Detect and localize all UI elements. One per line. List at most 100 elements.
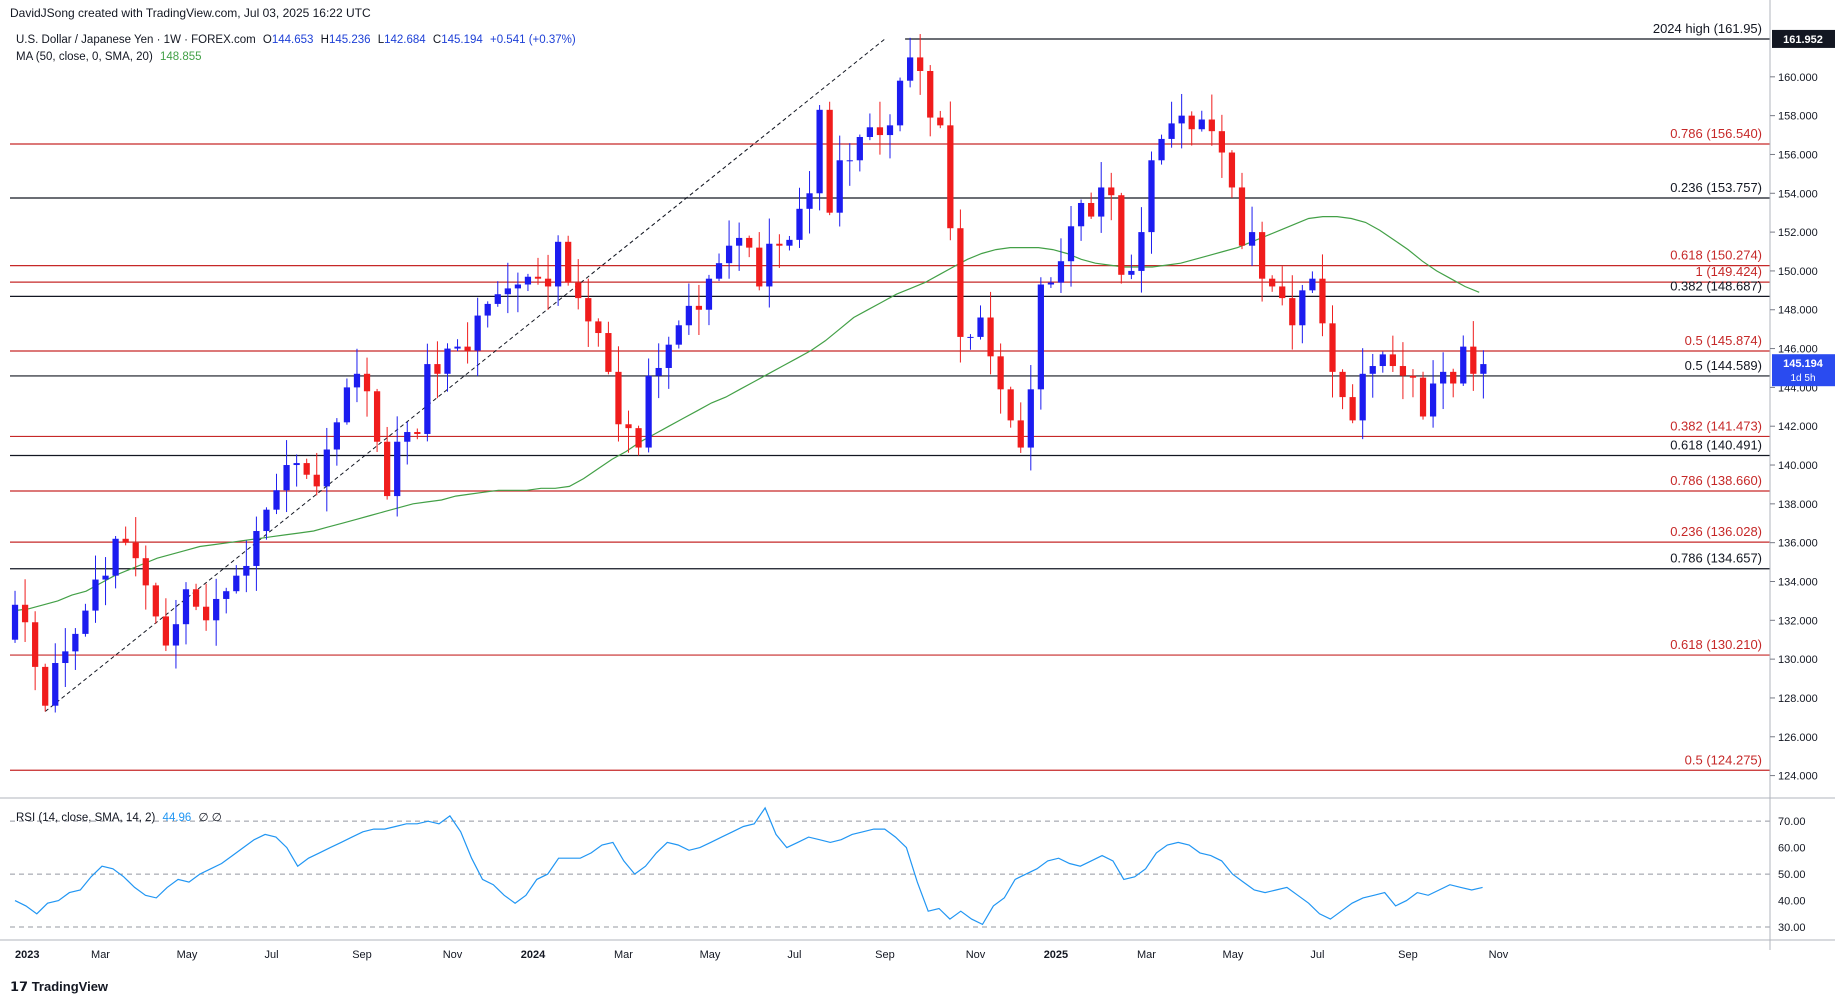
candle-body <box>293 463 300 466</box>
candle-body <box>896 80 904 126</box>
x-tick-label: Sep <box>875 949 895 961</box>
candle-body <box>132 542 139 559</box>
high-price-tag <box>1772 29 1835 48</box>
candle-body <box>514 284 522 289</box>
x-tick-label: Mar <box>1137 949 1156 961</box>
y-tick-label: 152.000 <box>1778 227 1818 239</box>
candle-body <box>323 449 330 487</box>
candle-body <box>575 282 582 299</box>
level-label: 0.618 (140.491) <box>1670 437 1762 452</box>
candle-body <box>434 364 441 374</box>
candle-body <box>333 422 340 450</box>
candle-body <box>504 288 511 295</box>
candle-body <box>303 463 310 475</box>
candle-body <box>21 604 29 623</box>
candle-body <box>1419 377 1427 417</box>
candle-body <box>554 241 562 287</box>
rsi-legend: RSI (14, close, SMA, 14, 2) 44.96 ∅ ∅ <box>16 810 226 824</box>
level-label: 0.236 (136.028) <box>1670 524 1762 539</box>
candle-body <box>243 565 250 576</box>
level-label: 0.786 (156.540) <box>1670 126 1762 141</box>
candle-body <box>1077 202 1085 227</box>
candle-body <box>1440 371 1447 384</box>
candle-body <box>1258 232 1266 279</box>
candle-body <box>1158 138 1165 161</box>
candle-body <box>52 663 59 706</box>
candle-body <box>866 127 874 137</box>
candle-body <box>675 325 682 345</box>
candle-body <box>414 432 421 434</box>
candle-body <box>947 125 954 229</box>
candle-body <box>182 589 190 625</box>
candle-body <box>736 237 743 246</box>
ma-value: 148.855 <box>159 51 202 63</box>
candle-body <box>102 575 109 580</box>
candle-body <box>1228 152 1236 188</box>
candle-body <box>253 531 260 566</box>
candle-body <box>987 317 994 357</box>
candle-body <box>1309 278 1316 291</box>
candle-body <box>585 298 592 322</box>
y-tick-label: 132.000 <box>1778 615 1818 627</box>
level-label: 0.786 (138.660) <box>1670 473 1762 488</box>
candle-body <box>82 610 89 634</box>
candle-body <box>92 579 99 611</box>
candle-body <box>786 239 793 246</box>
candle-body <box>384 441 391 497</box>
x-tick-label: 2024 <box>521 949 546 961</box>
y-tick-label: 128.000 <box>1778 693 1818 705</box>
x-tick-label: Nov <box>1489 949 1509 961</box>
close-value: 145.194 <box>441 34 483 46</box>
candle-body <box>1369 366 1376 374</box>
x-tick-label: 2025 <box>1044 949 1068 961</box>
rsi-label: RSI (14, close, SMA, 14, 2) <box>16 812 156 824</box>
x-tick-label: Nov <box>966 949 986 961</box>
candles <box>11 34 1487 713</box>
candle-body <box>796 208 803 240</box>
x-tick-label: Jul <box>787 949 801 961</box>
candle-body <box>1289 298 1296 326</box>
candle-body <box>142 558 149 586</box>
candle-body <box>1339 371 1346 398</box>
y-tick-label: 148.000 <box>1778 305 1818 317</box>
candle-body <box>635 428 642 448</box>
candle-body <box>62 651 69 664</box>
tv-logo-text: TradingView <box>31 979 109 994</box>
level-label: 0.618 (130.210) <box>1670 637 1762 652</box>
candle-body <box>846 160 853 162</box>
candle-body <box>1269 278 1276 287</box>
x-tick-label: May <box>177 949 198 961</box>
candle-body <box>524 276 532 285</box>
candle-body <box>1399 366 1407 376</box>
y-tick-label: 160.000 <box>1778 72 1818 84</box>
candle-body <box>233 575 240 592</box>
level-label: 0.5 (124.275) <box>1685 752 1762 767</box>
candle-body <box>192 589 200 607</box>
candle-body <box>816 109 823 194</box>
candle-body <box>977 317 984 337</box>
candle-body <box>494 294 501 304</box>
candle-body <box>1017 420 1024 448</box>
high-price-tag-text: 161.952 <box>1783 34 1823 46</box>
candle-body <box>876 127 884 136</box>
y-tick-label: 142.000 <box>1778 421 1818 433</box>
y-tick-label: 156.000 <box>1778 149 1818 161</box>
low-label: L <box>377 34 385 46</box>
candle-body <box>1379 354 1386 367</box>
candle-body <box>1208 119 1215 132</box>
rsi-tick-label: 50.00 <box>1778 869 1806 881</box>
candle-body <box>1470 346 1477 374</box>
candle-body <box>1359 373 1366 421</box>
candle-body <box>1027 389 1034 448</box>
candle-body <box>1299 290 1306 326</box>
symbol-name: U.S. Dollar / Japanese Yen · 1W · FOREX.… <box>16 34 256 46</box>
ma-label: MA (50, close, 0, SMA, 20) <box>16 51 153 63</box>
y-tick-label: 138.000 <box>1778 499 1818 511</box>
candle-body <box>806 193 813 209</box>
candle-body <box>484 303 491 316</box>
last-price-tag <box>1772 354 1835 387</box>
rsi-pane <box>10 806 1770 928</box>
time-axis: 2023 Mar May Jul Sep Nov 2024 Mar May Jul Sep Nov 20… <box>15 949 1509 961</box>
candle-body <box>826 109 833 213</box>
